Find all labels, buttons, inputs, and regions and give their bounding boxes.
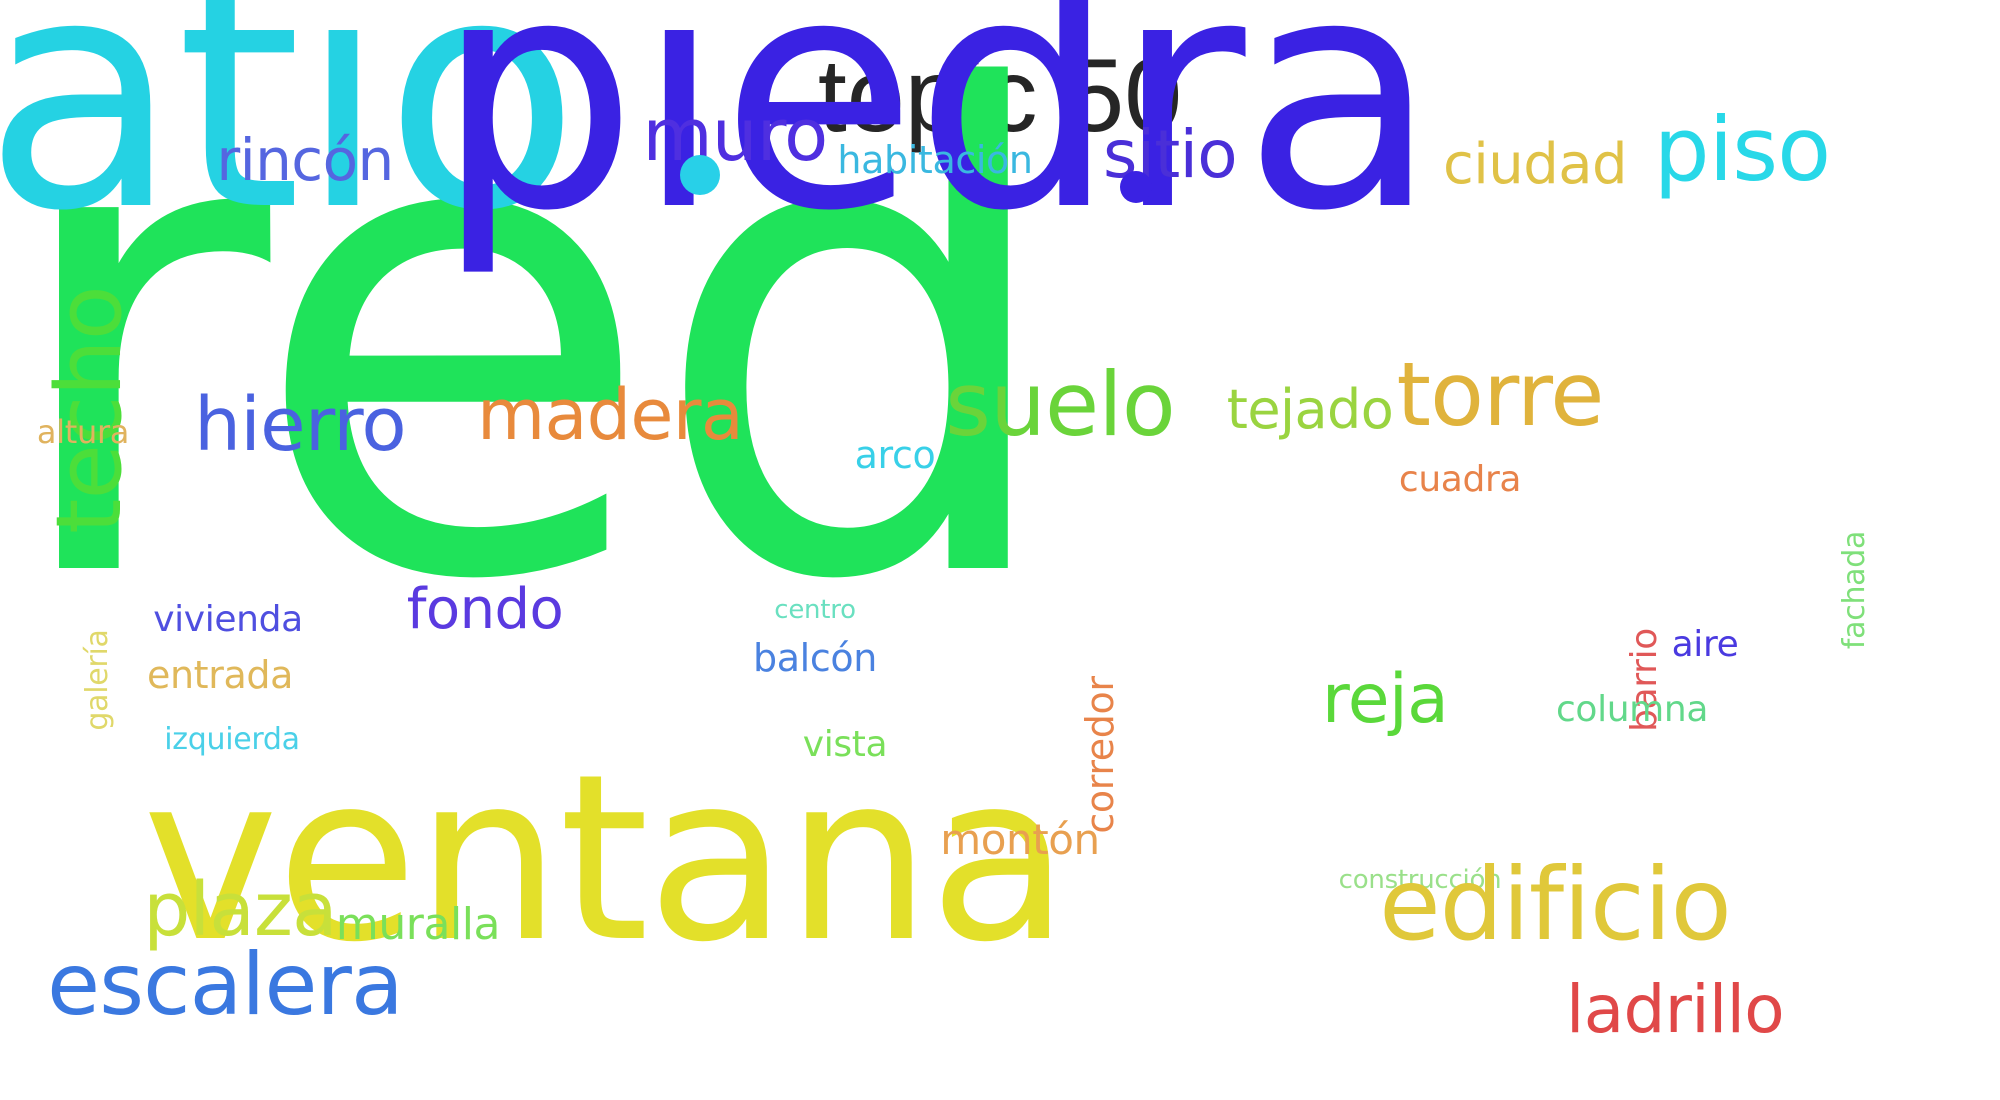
word-piedra: piedra	[434, 0, 1439, 281]
word-vista: vista	[802, 724, 888, 765]
word-ladrillo: ladrillo	[1566, 971, 1785, 1048]
word-corredor: corredor	[1078, 676, 1122, 834]
word-aire: aire	[1671, 624, 1739, 665]
word-techo: techo	[37, 286, 142, 534]
word-muro: muro	[642, 93, 829, 177]
word-fondo: fondo	[406, 577, 564, 642]
word-reja: reja	[1321, 660, 1449, 739]
figure-title: topic 50	[817, 38, 1183, 154]
word-edificio: edificio	[1379, 846, 1732, 963]
word-escalera: escalera	[47, 935, 404, 1035]
word-entrada: entrada	[146, 653, 294, 697]
word-tejado: tejado	[1226, 378, 1394, 441]
word-columna: columna	[1555, 689, 1709, 730]
word-galeria: galería	[80, 629, 115, 731]
word-madera: madera	[476, 374, 744, 456]
word-hierro: hierro	[194, 382, 406, 468]
word-monton: montón	[940, 815, 1100, 864]
word-torre: torre	[1396, 343, 1605, 446]
word-ventana: ventana	[142, 726, 1069, 993]
word-ciudad: ciudad	[1443, 132, 1627, 197]
word-construccion: construcción	[1338, 865, 1502, 895]
word-rincon: rincón	[216, 126, 394, 194]
word-fachada: fachada	[1837, 530, 1872, 650]
word-plaza: plaza	[143, 867, 337, 953]
word-muralla: muralla	[335, 899, 501, 950]
word-pared: pared	[0, 0, 1068, 724]
dot-blue	[1120, 171, 1152, 203]
word-izquierda: izquierda	[164, 722, 300, 757]
word-cuadra: cuadra	[1398, 459, 1522, 500]
dot-cyan	[680, 155, 720, 195]
word-balcon: balcón	[753, 636, 877, 680]
word-piso: piso	[1653, 98, 1831, 201]
word-habitacion: habitación	[837, 138, 1033, 182]
word-arco: arco	[854, 433, 936, 477]
word-vivienda: vivienda	[153, 599, 303, 640]
word-patio: patio	[0, 0, 580, 281]
word-suelo: suelo	[945, 353, 1176, 456]
word-altura: altura	[36, 413, 130, 451]
word-centro: centro	[774, 595, 856, 625]
